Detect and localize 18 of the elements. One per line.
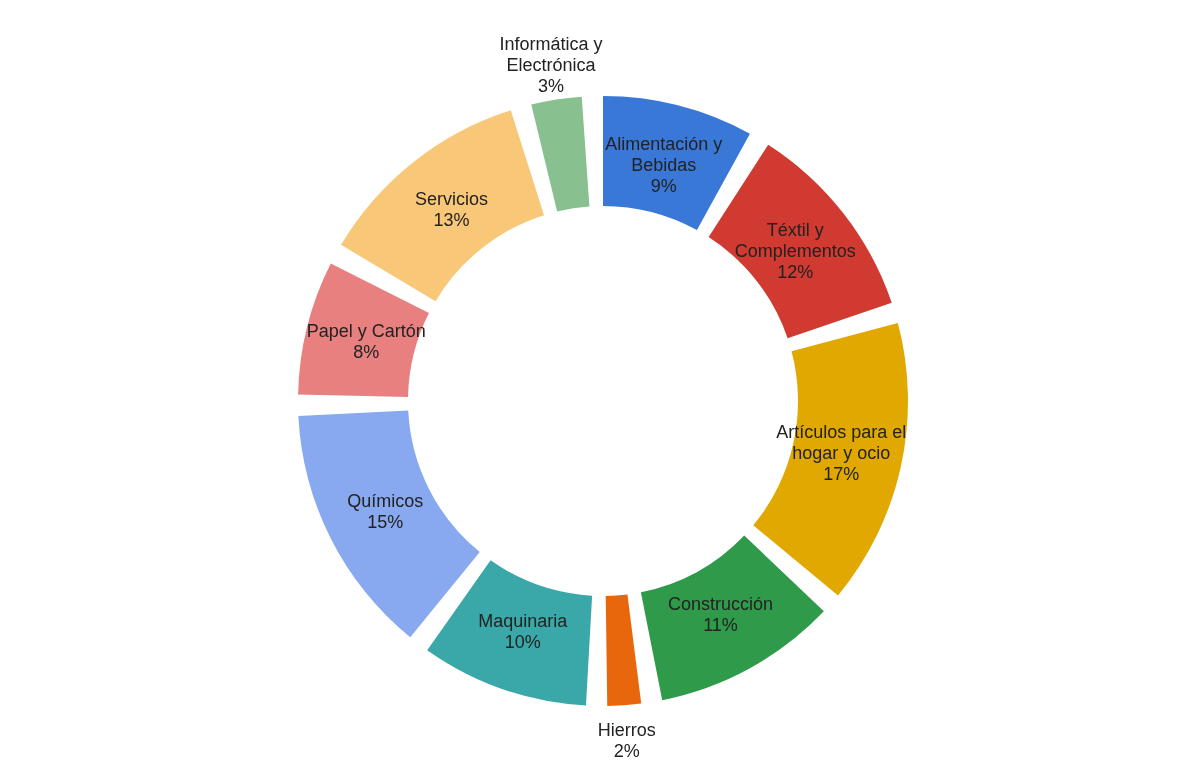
data-label: 15% [367,511,404,532]
slice-label: Téxtil y Complementos [734,219,856,261]
slice-label: Hierros [597,719,656,740]
data-label: 8% [353,342,380,363]
data-label: 17% [823,464,860,485]
data-label: 10% [504,631,541,652]
slice-label: Informática y Electrónica [499,34,603,75]
data-label: 13% [433,210,470,231]
slice-label: Químicos [347,490,424,511]
data-label: 3% [537,76,564,96]
data-label: 9% [650,175,677,196]
data-label: 12% [777,261,814,282]
slice-label: Construcción [668,594,774,615]
data-label: 2% [613,740,640,761]
data-label: 11% [703,615,738,636]
slice-label: Alimentación y Bebidas [605,133,723,175]
slice-label: Maquinaria [478,610,569,631]
slice-label: Servicios [414,189,488,210]
